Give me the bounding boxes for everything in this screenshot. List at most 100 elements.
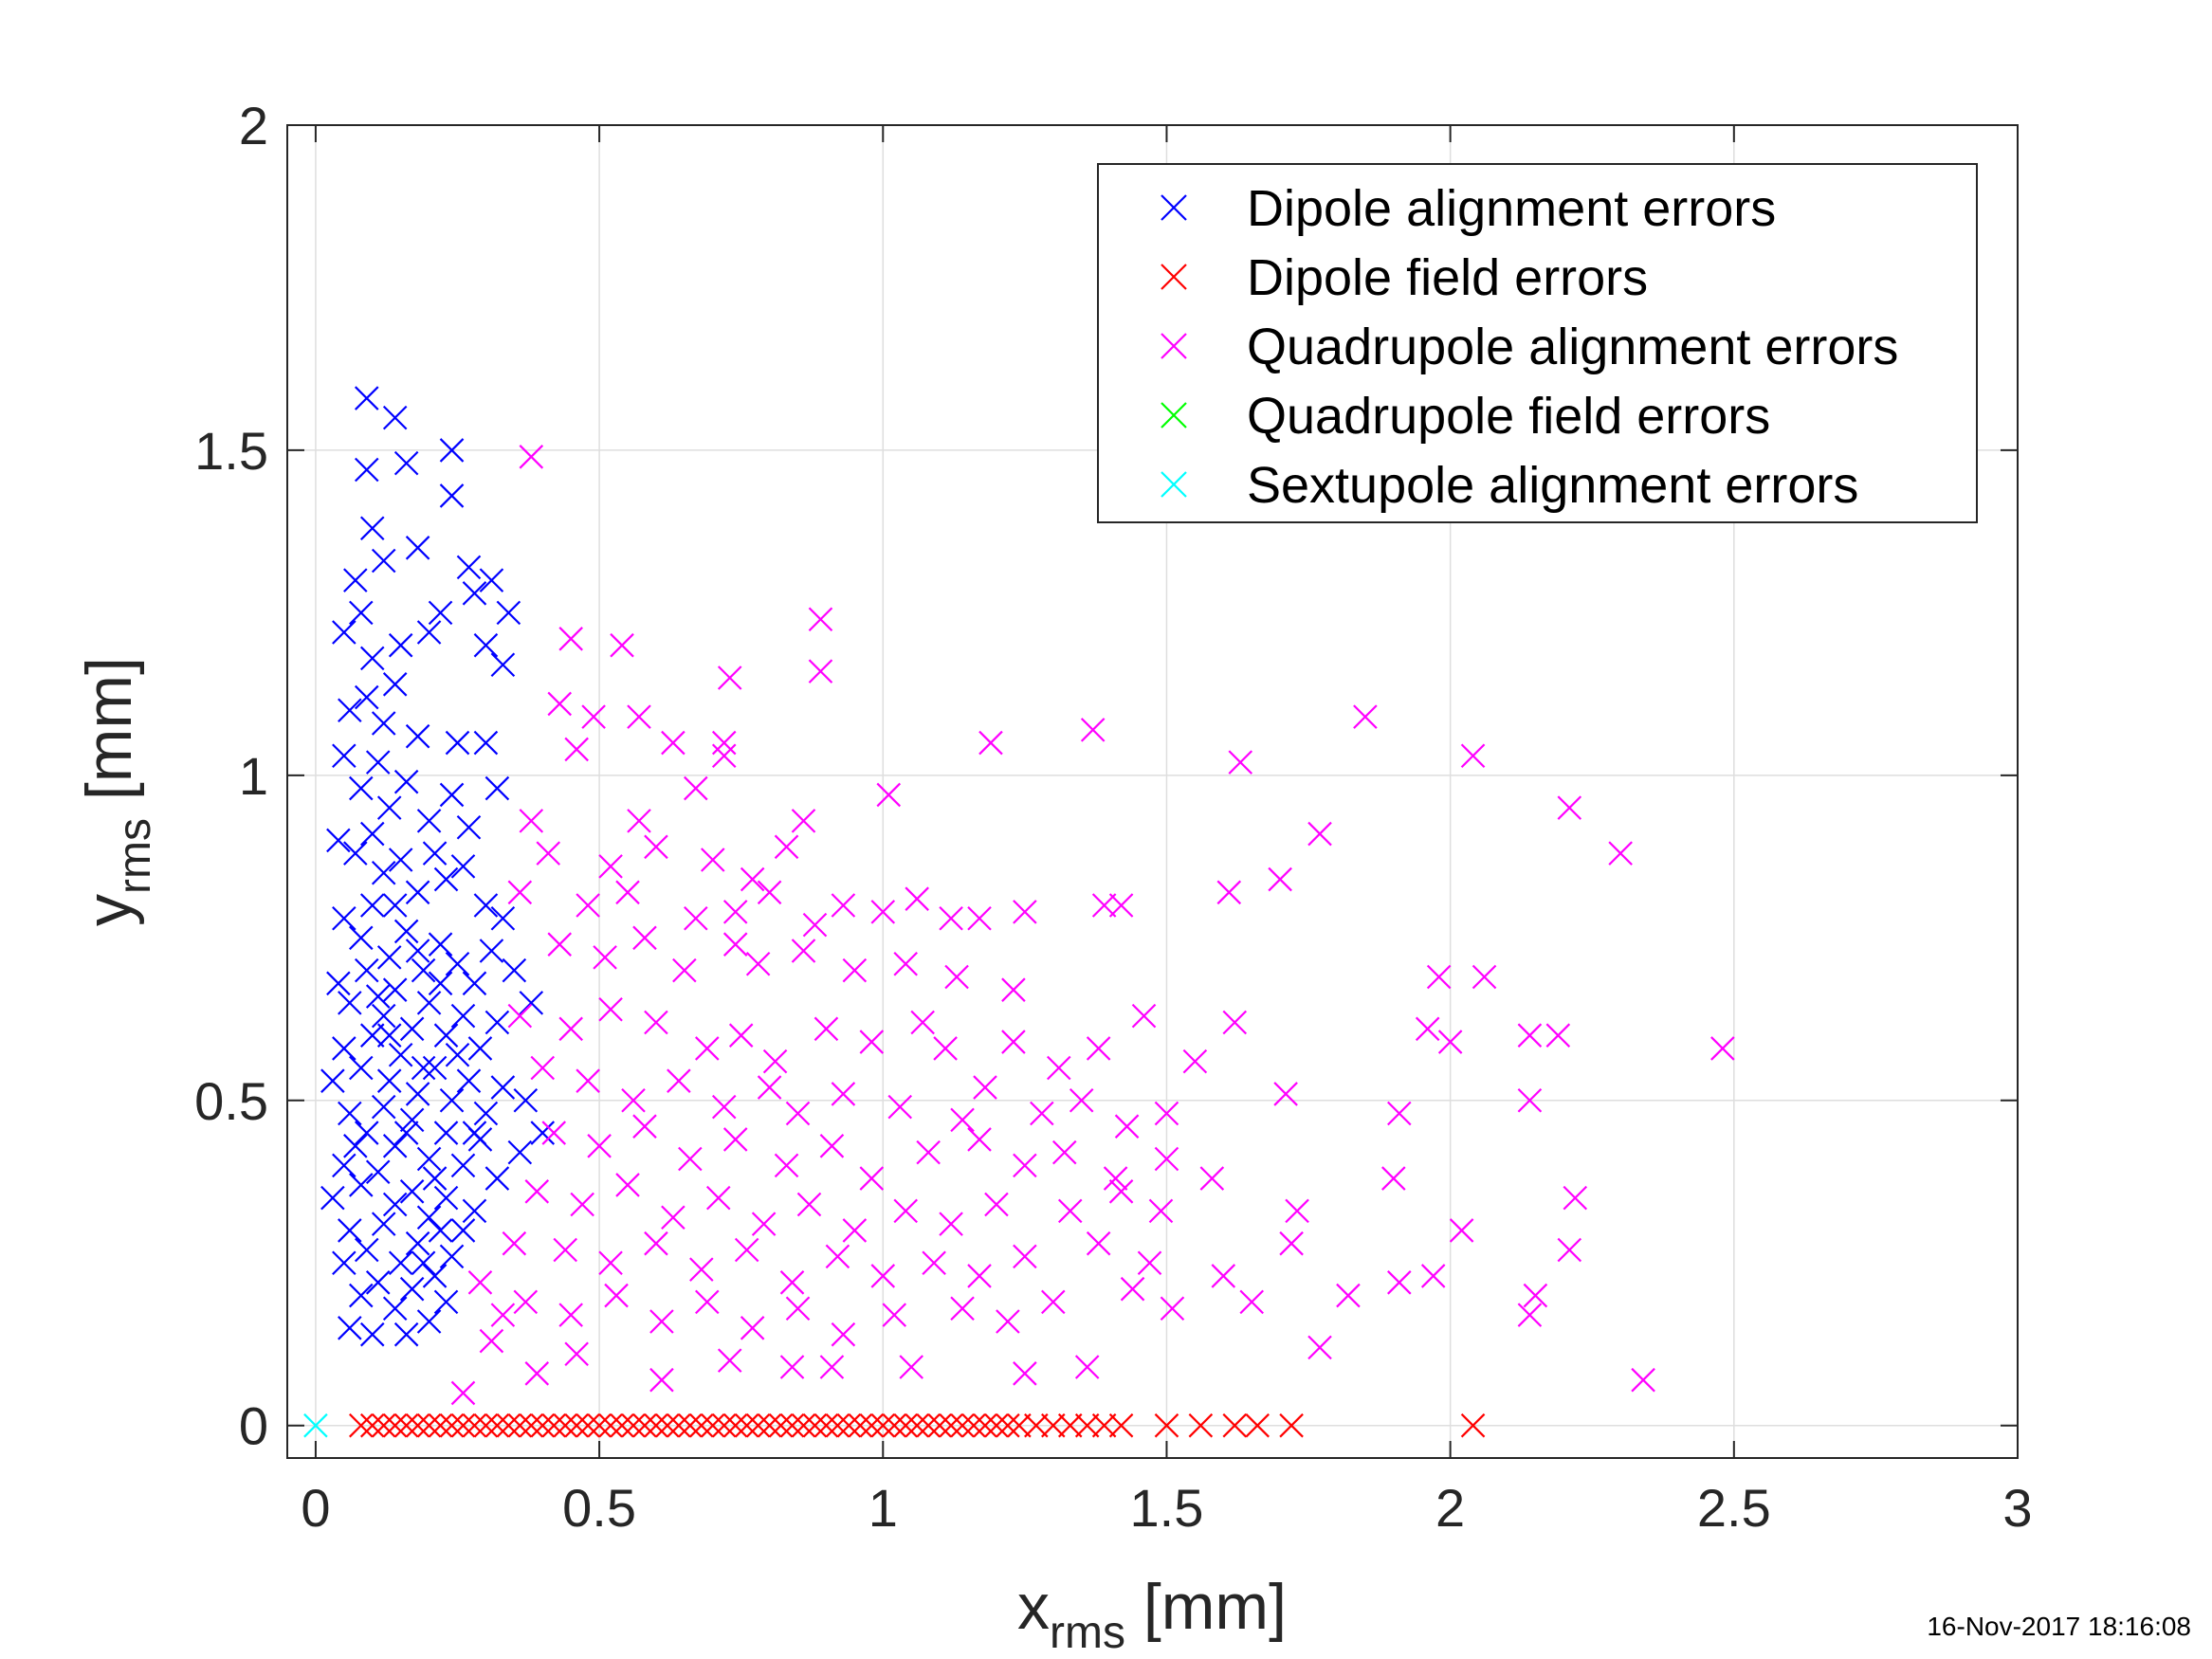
x-tick-label: 1 xyxy=(868,1478,898,1538)
data-point xyxy=(462,1413,487,1438)
data-point xyxy=(479,1328,504,1354)
data-point xyxy=(433,1185,459,1211)
data-point xyxy=(667,1413,691,1438)
data-point xyxy=(422,1264,448,1288)
data-point xyxy=(507,1139,533,1165)
data-point xyxy=(593,945,617,970)
data-point xyxy=(757,880,782,905)
data-point xyxy=(359,516,385,541)
data-point xyxy=(655,1413,680,1438)
data-point xyxy=(1228,750,1253,775)
data-point xyxy=(450,1413,476,1438)
data-point xyxy=(1001,1030,1026,1054)
data-point xyxy=(745,951,771,976)
data-point xyxy=(484,1413,510,1438)
tick-labels: 0 0.5 1 1.5 2 2.5 3 0 0.5 1 1.5 2 xyxy=(194,96,2032,1538)
data-point xyxy=(359,821,385,847)
data-point xyxy=(967,905,992,931)
data-point xyxy=(973,1075,997,1100)
data-point xyxy=(411,957,436,983)
data-point xyxy=(870,900,896,924)
data-point xyxy=(473,1101,499,1126)
data-point xyxy=(825,1244,850,1269)
y-tick-label: 1.5 xyxy=(194,421,268,481)
data-point xyxy=(695,1036,720,1061)
data-point xyxy=(490,905,516,931)
data-point xyxy=(473,730,499,756)
data-point xyxy=(338,1218,362,1243)
data-point xyxy=(1154,1413,1179,1438)
data-point xyxy=(1273,1082,1298,1106)
data-point xyxy=(1307,1335,1332,1360)
data-point xyxy=(768,1413,794,1438)
data-point xyxy=(359,1322,385,1347)
data-point xyxy=(371,1413,396,1438)
data-point xyxy=(338,1101,362,1126)
data-point xyxy=(456,555,482,580)
data-point xyxy=(393,1322,419,1347)
data-point xyxy=(1420,1264,1446,1288)
data-point xyxy=(382,672,408,697)
data-point xyxy=(705,1185,731,1211)
data-point xyxy=(399,1107,425,1133)
data-point xyxy=(604,1283,629,1308)
data-point xyxy=(728,1023,754,1048)
data-point xyxy=(661,1205,686,1231)
data-point xyxy=(371,1003,396,1029)
data-point xyxy=(689,1257,714,1282)
data-point xyxy=(1086,1036,1111,1061)
data-point xyxy=(1472,964,1497,990)
legend-marker xyxy=(1161,471,1187,498)
data-point xyxy=(416,1413,442,1438)
data-point xyxy=(711,743,737,769)
data-point xyxy=(814,1413,839,1438)
data-point xyxy=(388,632,413,658)
data-point xyxy=(615,880,640,905)
data-point xyxy=(757,1075,782,1100)
data-point xyxy=(1381,1166,1406,1191)
data-point xyxy=(428,971,453,996)
data-point xyxy=(887,1094,913,1120)
data-point xyxy=(751,1212,777,1236)
data-point xyxy=(519,1413,544,1438)
data-point xyxy=(576,1413,600,1438)
legend-marker xyxy=(1161,402,1187,428)
data-point xyxy=(598,1250,623,1276)
data-point xyxy=(1041,1413,1066,1438)
data-point xyxy=(405,536,430,560)
data-point xyxy=(1091,1413,1117,1438)
data-point xyxy=(349,1173,374,1197)
legend-marker xyxy=(1161,333,1187,359)
data-point xyxy=(388,1250,413,1276)
data-point xyxy=(365,1270,391,1295)
data-point xyxy=(439,1413,465,1438)
data-point xyxy=(416,1205,442,1231)
data-point xyxy=(649,1367,674,1393)
data-point xyxy=(905,886,929,911)
data-point xyxy=(490,652,516,678)
data-point xyxy=(382,1296,408,1322)
data-point xyxy=(462,1121,487,1145)
data-point xyxy=(376,945,402,970)
data-point xyxy=(899,1355,923,1379)
data-point xyxy=(1103,1166,1128,1191)
data-point xyxy=(456,814,482,840)
data-point xyxy=(462,1198,487,1224)
data-point xyxy=(382,405,408,430)
data-point xyxy=(1051,1139,1077,1165)
data-point xyxy=(684,905,708,931)
data-point xyxy=(519,809,544,833)
data-point xyxy=(734,1237,759,1263)
data-point xyxy=(905,1413,929,1438)
data-point xyxy=(479,568,504,592)
data-point xyxy=(564,1413,589,1438)
data-point xyxy=(1182,1048,1208,1074)
data-point xyxy=(388,1042,413,1067)
data-point xyxy=(349,925,374,951)
data-point xyxy=(393,1413,419,1438)
data-point xyxy=(1188,1413,1214,1438)
data-point xyxy=(405,939,430,963)
data-point xyxy=(1523,1283,1548,1308)
data-point xyxy=(371,1094,396,1120)
data-point xyxy=(893,951,918,976)
